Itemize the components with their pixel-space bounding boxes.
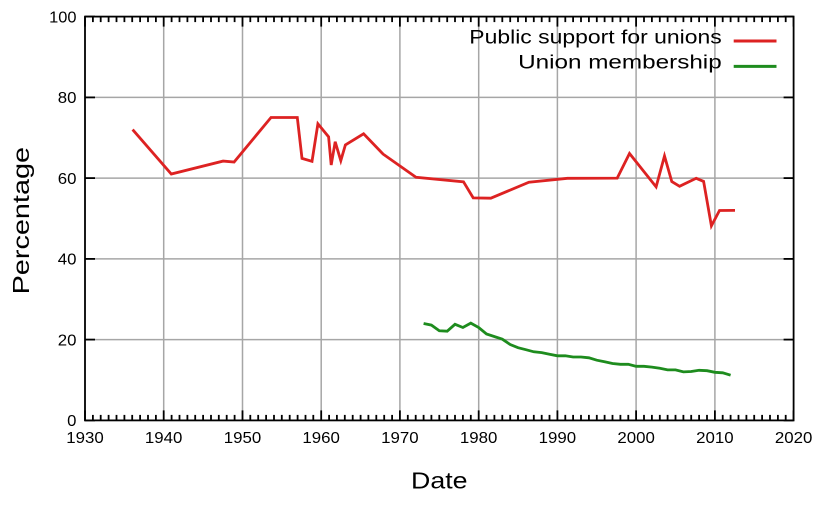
svg-text:1970: 1970 [381, 430, 419, 447]
svg-text:1930: 1930 [66, 430, 104, 447]
svg-text:1940: 1940 [145, 430, 183, 447]
svg-text:Union membership: Union membership [518, 51, 722, 73]
svg-text:2010: 2010 [696, 430, 734, 447]
svg-text:20: 20 [58, 332, 77, 349]
svg-text:2000: 2000 [617, 430, 655, 447]
svg-text:1950: 1950 [224, 430, 262, 447]
svg-text:1980: 1980 [460, 430, 498, 447]
svg-text:40: 40 [58, 252, 77, 269]
svg-text:60: 60 [58, 171, 77, 188]
svg-text:1990: 1990 [539, 430, 577, 447]
svg-text:Public support for unions: Public support for unions [469, 27, 722, 49]
svg-text:100: 100 [49, 9, 76, 26]
svg-text:80: 80 [58, 90, 77, 107]
svg-text:0: 0 [67, 413, 76, 430]
svg-text:1960: 1960 [302, 430, 340, 447]
svg-text:Percentage: Percentage [8, 147, 34, 295]
svg-text:2020: 2020 [775, 430, 813, 447]
svg-text:Date: Date [411, 468, 468, 494]
